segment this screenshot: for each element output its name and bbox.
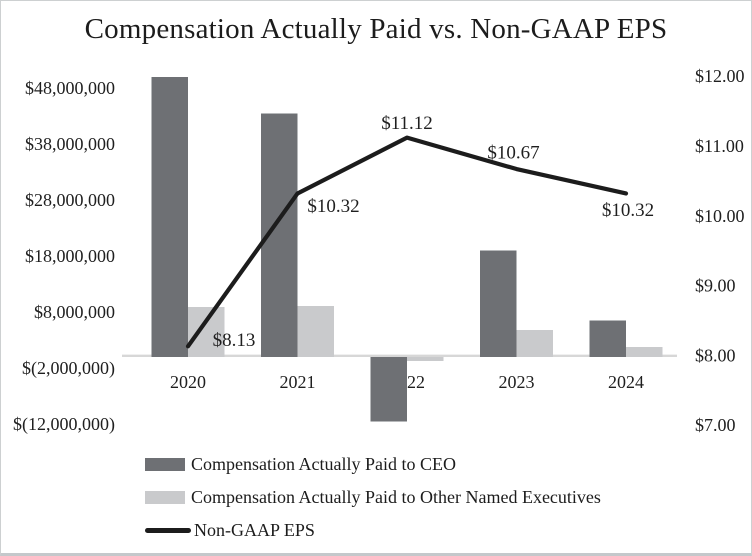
legend-swatch-other-executives-bar [145, 490, 185, 504]
category-label-2023: 2023 [499, 372, 535, 392]
legend-label-ceo: Compensation Actually Paid to CEO [191, 453, 456, 474]
right-axis-tick-1: $11.00 [695, 136, 744, 156]
bar-neo-2020 [188, 307, 225, 357]
bar-ceo-2024 [589, 320, 626, 357]
bar-neo-2022 [407, 357, 444, 361]
bar-neo-2021 [297, 306, 334, 357]
category-label-2020: 2020 [170, 372, 206, 392]
left-axis-tick-2: $28,000,000 [25, 190, 115, 210]
right-axis-tick-5: $7.00 [695, 415, 736, 435]
left-axis-tick-5: $(2,000,000) [22, 358, 115, 379]
eps-line [185, 135, 629, 349]
left-axis-tick-4: $8,000,000 [34, 302, 115, 322]
legend-swatch-ceo-bar [145, 457, 185, 471]
eps-label-2020: $8.13 [213, 330, 256, 351]
eps-label-2023: $10.67 [487, 143, 539, 164]
legend-label-other-executives: Compensation Actually Paid to Other Name… [191, 486, 601, 507]
right-axis-tick-2: $10.00 [695, 206, 745, 226]
bar-ceo-2023 [480, 250, 517, 357]
left-axis-tick-1: $38,000,000 [25, 134, 115, 154]
eps-label-2021: $10.32 [307, 196, 359, 217]
legend-item-ceo: Compensation Actually Paid to CEO [145, 453, 601, 475]
bar-ceo-2022 [370, 357, 407, 422]
right-axis-tick-4: $8.00 [695, 345, 736, 365]
bar-neo-2024 [626, 346, 663, 357]
legend-item-eps: Non-GAAP EPS [145, 519, 601, 541]
chart-title: Compensation Actually Paid vs. Non-GAAP … [84, 13, 668, 45]
legend-label-eps: Non-GAAP EPS [194, 519, 315, 540]
chart-legend: Compensation Actually Paid to CEO Compen… [145, 453, 601, 552]
eps-label-2022: $11.12 [381, 113, 433, 134]
bar-ceo-2020 [151, 77, 188, 357]
category-label-2024: 2024 [608, 372, 644, 392]
bar-neo-2023 [516, 330, 553, 357]
eps-label-2024: $10.32 [602, 200, 654, 221]
right-axis-tick-3: $9.00 [695, 276, 736, 296]
left-axis-tick-3: $18,000,000 [25, 246, 115, 266]
category-label-2021: 2021 [280, 372, 316, 392]
left-axis-tick-0: $48,000,000 [25, 78, 115, 98]
legend-item-other-executives: Compensation Actually Paid to Other Name… [145, 486, 601, 508]
legend-swatch-eps-line [145, 527, 191, 533]
left-axis-tick-6: $(12,000,000) [13, 414, 115, 435]
right-axis-tick-0: $12.00 [695, 66, 745, 86]
